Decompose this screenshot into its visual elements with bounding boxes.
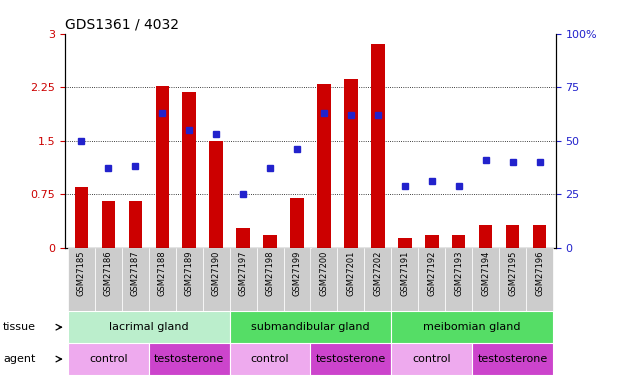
Bar	[344, 79, 358, 248]
Bar	[290, 198, 304, 248]
Text: control: control	[412, 354, 451, 364]
Bar	[149, 248, 176, 311]
Bar	[237, 228, 250, 248]
Text: agent: agent	[3, 354, 35, 364]
Bar	[75, 187, 88, 248]
Text: GSM27186: GSM27186	[104, 251, 113, 296]
Bar	[499, 248, 526, 311]
Bar	[209, 141, 223, 248]
Bar	[472, 248, 499, 311]
Text: GSM27191: GSM27191	[401, 251, 409, 296]
Bar	[68, 311, 230, 343]
Bar	[479, 225, 492, 248]
Text: GSM27190: GSM27190	[212, 251, 220, 296]
Text: GSM27198: GSM27198	[266, 251, 274, 296]
Bar	[230, 248, 256, 311]
Text: GSM27195: GSM27195	[508, 251, 517, 296]
Text: GSM27199: GSM27199	[292, 251, 302, 296]
Text: GSM27193: GSM27193	[454, 251, 463, 296]
Text: GSM27187: GSM27187	[131, 251, 140, 296]
Bar	[425, 236, 438, 248]
Bar	[129, 201, 142, 248]
Bar	[391, 343, 472, 375]
Bar	[263, 235, 277, 248]
Text: GSM27202: GSM27202	[373, 251, 383, 296]
Text: control: control	[89, 354, 128, 364]
Text: GDS1361 / 4032: GDS1361 / 4032	[65, 18, 179, 32]
Text: testosterone: testosterone	[154, 354, 224, 364]
Bar	[398, 238, 412, 248]
Bar	[337, 248, 365, 311]
Bar	[102, 201, 115, 248]
Bar	[317, 84, 331, 248]
Text: testosterone: testosterone	[478, 354, 548, 364]
Bar	[149, 343, 230, 375]
Bar	[472, 343, 553, 375]
Text: meibomian gland: meibomian gland	[424, 322, 521, 332]
Bar	[284, 248, 310, 311]
Bar	[533, 225, 546, 248]
Bar	[506, 225, 519, 248]
Text: submandibular gland: submandibular gland	[251, 322, 370, 332]
Text: GSM27197: GSM27197	[238, 251, 248, 296]
Text: lacrimal gland: lacrimal gland	[109, 322, 189, 332]
Bar	[183, 92, 196, 248]
Text: GSM27196: GSM27196	[535, 251, 544, 296]
Text: control: control	[251, 354, 289, 364]
Bar	[445, 248, 472, 311]
Bar	[95, 248, 122, 311]
Text: tissue: tissue	[3, 322, 36, 332]
Bar	[202, 248, 230, 311]
Bar	[371, 44, 384, 248]
Bar	[391, 248, 419, 311]
Bar	[122, 248, 149, 311]
Bar	[230, 311, 391, 343]
Text: testosterone: testosterone	[316, 354, 386, 364]
Bar	[310, 343, 391, 375]
Bar	[230, 343, 310, 375]
Text: GSM27192: GSM27192	[427, 251, 437, 296]
Text: GSM27185: GSM27185	[77, 251, 86, 296]
Text: GSM27194: GSM27194	[481, 251, 490, 296]
Bar	[419, 248, 445, 311]
Bar	[176, 248, 202, 311]
Bar	[365, 248, 391, 311]
Text: GSM27188: GSM27188	[158, 251, 167, 296]
Bar	[68, 248, 95, 311]
Bar	[310, 248, 337, 311]
Bar	[391, 311, 553, 343]
Text: GSM27201: GSM27201	[347, 251, 355, 296]
Bar	[526, 248, 553, 311]
Bar	[68, 343, 149, 375]
Text: GSM27189: GSM27189	[184, 251, 194, 296]
Bar	[256, 248, 284, 311]
Bar	[452, 236, 466, 248]
Text: GSM27200: GSM27200	[319, 251, 329, 296]
Bar	[155, 86, 169, 248]
